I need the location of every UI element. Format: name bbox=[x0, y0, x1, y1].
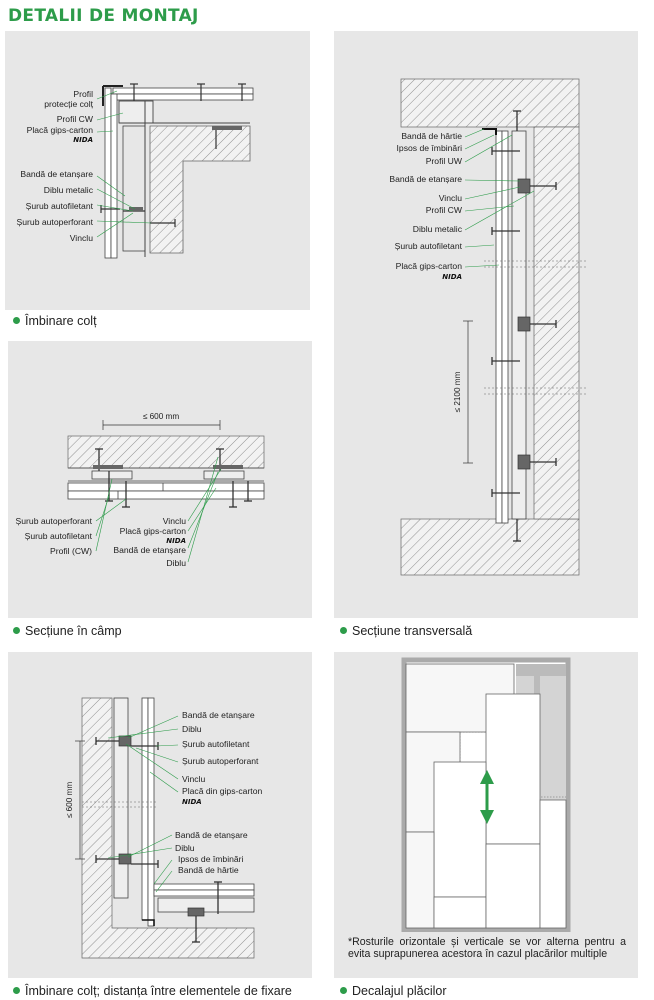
panel-corner-spacing: ≤ 600 mm Bandă de etanșare Diblu Șurub a… bbox=[8, 652, 312, 978]
label-surub-autofiletant: Șurub autofiletant bbox=[182, 739, 250, 749]
brand-logo: NIDA bbox=[442, 273, 462, 281]
panel-cross-section: ≤ 2100 mm Bandă de hârtie Ipsos de îmbin… bbox=[334, 31, 638, 618]
brand-logo: NIDA bbox=[182, 798, 202, 806]
page-title: DETALII DE MONTAJ bbox=[8, 6, 199, 26]
masonry-wall bbox=[149, 125, 251, 254]
label-banda-etansare: Bandă de etanșare bbox=[113, 545, 186, 555]
label-placa: Placă gips-carton bbox=[396, 261, 463, 271]
masonry-wall bbox=[81, 697, 255, 959]
bullet-dot bbox=[340, 627, 347, 634]
panel-corner-joint: Profil protecție colț Profil CW Placă gi… bbox=[5, 31, 310, 310]
brand-logo: NIDA bbox=[73, 136, 93, 144]
caption-corner-joint: Îmbinare colț bbox=[13, 314, 97, 328]
bullet-dot bbox=[13, 627, 20, 634]
corner-spacing-drawing: ≤ 600 mm Bandă de etanșare Diblu Șurub a… bbox=[65, 697, 262, 959]
board-offset-drawing bbox=[401, 657, 571, 932]
cross-section-drawing: ≤ 2100 mm Bandă de hârtie Ipsos de îmbin… bbox=[389, 78, 586, 576]
label-surub-autoperforant: Șurub autoperforant bbox=[17, 217, 94, 227]
panel-field-section: ≤ 600 mm bbox=[8, 341, 312, 618]
bracket-left bbox=[129, 207, 143, 211]
label-profil: Profil bbox=[73, 89, 93, 99]
label-vinclu: Vinclu bbox=[439, 193, 462, 203]
label-profil-cw: Profil CW bbox=[57, 114, 94, 124]
label-surub-autoperforant: Șurub autoperforant bbox=[16, 516, 93, 526]
label-diblu: Diblu bbox=[182, 724, 202, 734]
bullet-dot bbox=[13, 317, 20, 324]
label-vinclu: Vinclu bbox=[70, 233, 93, 243]
caption-corner-spacing: Îmbinare colț; distanța între elementele… bbox=[13, 984, 292, 998]
offset-arrow-icon bbox=[480, 770, 494, 824]
dimension-600: ≤ 600 mm bbox=[65, 782, 74, 819]
floor-slab bbox=[400, 518, 580, 576]
label-surub-autofiletant: Șurub autofiletant bbox=[25, 531, 93, 541]
label-placa: Placă din gips-carton bbox=[182, 786, 262, 796]
label-ipsos-imbinari: Ipsos de îmbinări bbox=[178, 854, 244, 864]
label-ipsos-imbinari: Ipsos de îmbinări bbox=[397, 143, 463, 153]
label-placa: Placă gips-carton bbox=[120, 526, 187, 536]
field-section-drawing: ≤ 600 mm bbox=[16, 412, 265, 568]
label-surub-autofiletant: Șurub autofiletant bbox=[395, 241, 463, 251]
dimension-2100: ≤ 2100 mm bbox=[453, 371, 462, 412]
brand-logo: NIDA bbox=[166, 537, 186, 545]
label-surub-autoperforant: Șurub autoperforant bbox=[182, 756, 259, 766]
ceiling-slab bbox=[400, 78, 580, 128]
label-protectie-colt: protecție colț bbox=[44, 99, 93, 109]
panel-board-offset: *Rosturile orizontale și verticale se vo… bbox=[334, 652, 638, 978]
label-diblu-2: Diblu bbox=[175, 843, 195, 853]
caption-field-section: Secțiune în câmp bbox=[13, 624, 122, 638]
label-placa: Placă gips-carton bbox=[27, 125, 94, 135]
bullet-dot bbox=[340, 987, 347, 994]
bracket-top bbox=[212, 126, 242, 130]
label-vinclu: Vinclu bbox=[182, 774, 205, 784]
label-profil-uw: Profil UW bbox=[426, 156, 463, 166]
bullet-dot bbox=[13, 987, 20, 994]
dimension-600: ≤ 600 mm bbox=[143, 412, 180, 421]
label-surub-autofiletant: Șurub autofiletant bbox=[26, 201, 94, 211]
offset-note: *Rosturile orizontale și verticale se vo… bbox=[348, 936, 626, 960]
label-vinclu: Vinclu bbox=[163, 516, 186, 526]
caption-cross-section: Secțiune transversală bbox=[340, 624, 472, 638]
label-banda-etansare: Bandă de etanșare bbox=[389, 174, 462, 184]
label-diblu-metalic: Diblu metalic bbox=[44, 185, 94, 195]
label-banda-etansare: Bandă de etanșare bbox=[182, 710, 255, 720]
label-profil-cw: Profil (CW) bbox=[50, 546, 92, 556]
label-banda-etansare-2: Bandă de etanșare bbox=[175, 830, 248, 840]
label-banda-hartie: Bandă de hârtie bbox=[401, 131, 462, 141]
label-banda-hartie: Bandă de hârtie bbox=[178, 865, 239, 875]
corner-joint-drawing: Profil protecție colț Profil CW Placă gi… bbox=[17, 83, 254, 259]
caption-board-offset: Decalajul plăcilor bbox=[340, 984, 447, 998]
label-diblu-metalic: Diblu metalic bbox=[413, 224, 463, 234]
label-profil-cw: Profil CW bbox=[426, 205, 463, 215]
label-banda-etansare: Bandă de etanșare bbox=[20, 169, 93, 179]
masonry-wall bbox=[67, 435, 265, 469]
label-diblu: Diblu bbox=[166, 558, 186, 568]
